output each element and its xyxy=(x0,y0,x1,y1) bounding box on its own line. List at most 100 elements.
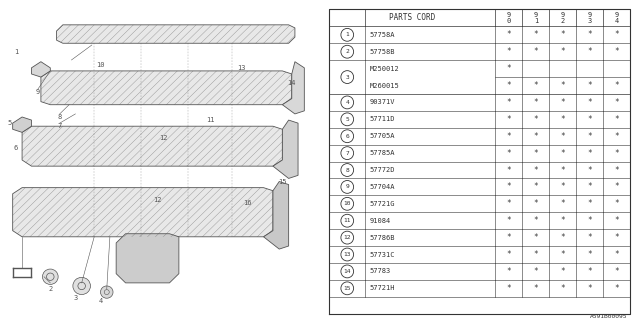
Text: *: * xyxy=(561,216,565,225)
Text: *: * xyxy=(588,81,592,90)
Text: 4: 4 xyxy=(99,298,102,304)
Circle shape xyxy=(42,269,58,284)
Text: 11: 11 xyxy=(344,218,351,223)
Text: *: * xyxy=(588,199,592,208)
Text: *: * xyxy=(507,233,511,242)
Text: *: * xyxy=(588,284,592,293)
Text: 6: 6 xyxy=(346,134,349,139)
Text: 57772D: 57772D xyxy=(370,167,396,173)
Text: 1: 1 xyxy=(346,32,349,37)
Text: *: * xyxy=(614,165,620,174)
Text: *: * xyxy=(588,47,592,56)
Text: *: * xyxy=(614,132,620,141)
Text: *: * xyxy=(614,233,620,242)
Text: 7: 7 xyxy=(58,123,62,129)
Text: 8: 8 xyxy=(58,114,62,120)
Polygon shape xyxy=(273,120,298,179)
Text: 12: 12 xyxy=(153,197,161,203)
Text: *: * xyxy=(507,216,511,225)
Text: *: * xyxy=(561,132,565,141)
Text: *: * xyxy=(534,233,538,242)
Text: *: * xyxy=(534,148,538,158)
Text: *: * xyxy=(534,132,538,141)
Text: *: * xyxy=(588,30,592,39)
Text: 57731C: 57731C xyxy=(370,252,396,258)
Text: *: * xyxy=(507,132,511,141)
Text: *: * xyxy=(614,148,620,158)
Text: *: * xyxy=(588,115,592,124)
Text: *: * xyxy=(561,30,565,39)
Text: 57785A: 57785A xyxy=(370,150,396,156)
Text: *: * xyxy=(588,267,592,276)
Text: *: * xyxy=(614,115,620,124)
Text: 16: 16 xyxy=(244,200,252,206)
Text: *: * xyxy=(614,98,620,107)
Text: M260015: M260015 xyxy=(370,83,399,89)
Text: 57704A: 57704A xyxy=(370,184,396,190)
Text: *: * xyxy=(507,64,511,73)
Text: 90371V: 90371V xyxy=(370,100,396,105)
Text: *: * xyxy=(588,216,592,225)
Text: 1: 1 xyxy=(13,50,18,55)
Text: *: * xyxy=(507,47,511,56)
Text: 9: 9 xyxy=(36,89,40,95)
Text: *: * xyxy=(534,284,538,293)
Text: 10: 10 xyxy=(344,201,351,206)
Text: 3: 3 xyxy=(346,75,349,80)
Text: *: * xyxy=(588,165,592,174)
Text: *: * xyxy=(614,267,620,276)
Text: *: * xyxy=(507,81,511,90)
Polygon shape xyxy=(22,126,282,166)
Text: 12: 12 xyxy=(159,135,168,141)
Text: *: * xyxy=(561,182,565,191)
Text: *: * xyxy=(588,148,592,158)
Circle shape xyxy=(100,286,113,298)
Text: *: * xyxy=(588,182,592,191)
Text: *: * xyxy=(588,98,592,107)
Text: 2: 2 xyxy=(48,286,52,292)
Text: 15: 15 xyxy=(278,179,287,185)
Text: *: * xyxy=(507,30,511,39)
Text: 13: 13 xyxy=(237,65,246,71)
Text: *: * xyxy=(507,165,511,174)
Text: *: * xyxy=(614,30,620,39)
Text: *: * xyxy=(534,267,538,276)
Text: 9
4: 9 4 xyxy=(615,12,619,24)
Text: *: * xyxy=(561,98,565,107)
Polygon shape xyxy=(282,62,305,114)
Text: *: * xyxy=(614,81,620,90)
Text: *: * xyxy=(534,30,538,39)
Text: 14: 14 xyxy=(344,269,351,274)
Text: 14: 14 xyxy=(287,80,296,86)
Text: PARTS CORD: PARTS CORD xyxy=(389,13,436,22)
Text: *: * xyxy=(561,284,565,293)
Text: 9
1: 9 1 xyxy=(534,12,538,24)
Text: 6: 6 xyxy=(13,145,18,151)
Text: A591B00095: A591B00095 xyxy=(590,314,627,319)
Text: *: * xyxy=(534,182,538,191)
Text: 91084: 91084 xyxy=(370,218,391,224)
Text: *: * xyxy=(534,165,538,174)
Text: 57721H: 57721H xyxy=(370,285,396,291)
Text: *: * xyxy=(534,47,538,56)
Text: 7: 7 xyxy=(346,151,349,156)
Text: 4: 4 xyxy=(346,100,349,105)
Text: *: * xyxy=(614,199,620,208)
Text: *: * xyxy=(534,216,538,225)
Text: 5: 5 xyxy=(346,117,349,122)
Text: *: * xyxy=(588,132,592,141)
Text: *: * xyxy=(507,250,511,259)
Text: *: * xyxy=(588,233,592,242)
Text: *: * xyxy=(507,182,511,191)
Text: *: * xyxy=(561,250,565,259)
Text: 57758A: 57758A xyxy=(370,32,396,38)
Text: *: * xyxy=(507,199,511,208)
Text: 57705A: 57705A xyxy=(370,133,396,139)
Text: 9
0: 9 0 xyxy=(507,12,511,24)
Text: 9
2: 9 2 xyxy=(561,12,565,24)
Text: 5: 5 xyxy=(8,120,12,126)
Polygon shape xyxy=(31,62,51,77)
Text: *: * xyxy=(588,250,592,259)
Text: *: * xyxy=(561,148,565,158)
Text: 2: 2 xyxy=(346,49,349,54)
